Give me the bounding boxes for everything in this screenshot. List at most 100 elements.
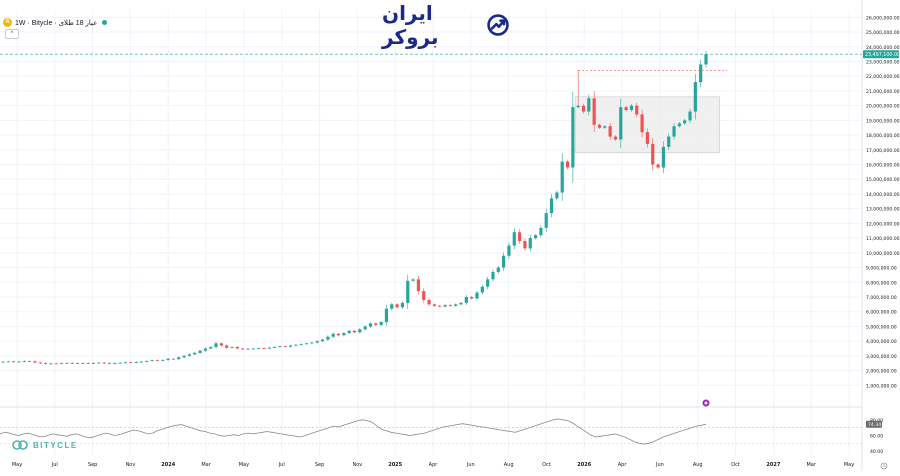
candle [17,360,21,363]
candle [518,229,522,244]
candle-body [486,279,490,287]
candle-body [704,54,708,65]
candle [342,331,346,337]
candle [44,362,48,365]
candle-body [273,347,277,348]
candle-body [241,348,245,350]
candle-body [299,344,303,345]
candle [219,342,223,347]
candle [507,242,511,259]
chart-legend[interactable]: A 1W · Bitycle · عیار 18 طلای [3,18,108,27]
candle [512,228,516,250]
candle-body [640,114,644,133]
candle-body [496,267,500,272]
y-tick-label: 24,000,000.00 [866,45,900,51]
candle-body [677,123,681,127]
candle-body [560,161,564,193]
candle-body [75,363,80,365]
candle-body [555,192,559,199]
candle-body [454,304,458,306]
event-marker-icon[interactable] [702,399,710,407]
candle-body [187,354,191,356]
coin-icon: A [3,18,12,27]
candle [661,141,665,174]
candle-body [251,348,255,350]
candle [283,345,287,348]
candle [443,304,447,308]
candle-body [443,305,447,307]
candle-body [400,302,405,308]
y-tick-label: 23,000,000.00 [866,60,900,66]
candle [209,346,213,350]
candle-body [565,161,570,168]
x-tick-label: Apr [618,462,628,468]
candle-body [28,361,32,362]
x-tick-label: Aug [693,462,703,468]
candle [123,361,128,364]
candle-body [390,304,394,309]
candle [688,108,692,124]
markers-layer [702,399,888,470]
candle [28,360,32,362]
y-tick-label: 1,000,000.00 [866,383,897,389]
candle-body [177,357,181,360]
candle-body [544,213,548,228]
candle [102,361,106,364]
candle [289,344,293,348]
candle [581,103,586,114]
candle-body [134,362,138,363]
candle [576,104,580,109]
candle [294,344,298,347]
y-tick-label: 14,000,000.00 [866,192,900,198]
candle [155,359,160,362]
candle [651,138,655,171]
y-tick-label: 6,000,000.00 [866,310,897,316]
candle [70,362,74,364]
candle [161,359,165,362]
candle-body [374,323,378,325]
bitycle-watermark: BITYCLE [12,439,78,451]
candle-body [86,363,90,364]
y-tick-label: 15,000,000.00 [866,177,900,183]
candle [304,342,309,345]
rsi-line [0,418,707,445]
candle [352,329,357,334]
candle [235,346,239,350]
candle-body [214,343,218,348]
candle-body [235,347,239,349]
clock-icon-face [880,462,888,470]
candle [645,128,650,148]
candle-body [283,346,287,348]
candle [677,121,681,128]
candle [432,303,436,307]
candle-body [59,363,64,365]
candle [81,362,85,365]
candle [475,290,479,301]
candle-body [33,361,37,363]
candle-body [161,359,165,361]
x-tick-label: Mar [201,462,211,468]
candle-body [97,362,101,364]
collapse-legend-button[interactable]: ^ [5,29,19,39]
live-status-dot [102,20,108,25]
candle [1,361,5,363]
candle-body [22,361,26,362]
x-tick-label: Sep [88,462,97,468]
candle [91,362,96,365]
candle [129,361,133,364]
candle-body [12,361,16,363]
candle [635,102,639,118]
candle-body [667,136,671,147]
candle [629,103,634,112]
candle-body [65,362,69,364]
candle-body [619,107,623,140]
y-tick-label: 2,000,000.00 [866,369,897,375]
candle [427,298,431,307]
x-tick-label: May [844,462,854,468]
clock-icon[interactable] [880,462,888,470]
candle [608,123,612,140]
x-tick-label: 2025 [388,462,402,468]
candle-body [209,347,213,349]
